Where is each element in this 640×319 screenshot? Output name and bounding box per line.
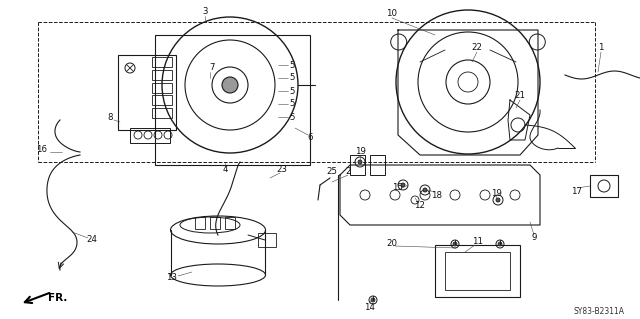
Text: 9: 9 bbox=[531, 234, 537, 242]
Circle shape bbox=[423, 188, 427, 192]
Text: 6: 6 bbox=[307, 133, 313, 143]
Text: 11: 11 bbox=[472, 238, 483, 247]
Text: 3: 3 bbox=[202, 8, 208, 17]
Circle shape bbox=[453, 242, 457, 246]
Text: 2: 2 bbox=[345, 167, 351, 176]
Circle shape bbox=[401, 183, 405, 187]
Text: 4: 4 bbox=[222, 166, 228, 174]
Bar bbox=[155, 35, 310, 165]
Text: 19: 19 bbox=[355, 147, 365, 157]
Text: 17: 17 bbox=[572, 188, 582, 197]
Text: 25: 25 bbox=[326, 167, 337, 176]
Text: 5: 5 bbox=[289, 86, 295, 95]
Bar bbox=[258, 233, 276, 247]
Text: 19: 19 bbox=[491, 189, 501, 197]
Circle shape bbox=[498, 242, 502, 246]
Text: SY83-B2311A: SY83-B2311A bbox=[574, 308, 625, 316]
Bar bbox=[118, 55, 176, 130]
Text: 1: 1 bbox=[598, 43, 604, 53]
Text: 5: 5 bbox=[289, 73, 295, 83]
Bar bbox=[152, 83, 172, 93]
Text: 15: 15 bbox=[392, 183, 403, 192]
Text: 5: 5 bbox=[289, 61, 295, 70]
Text: 14: 14 bbox=[365, 303, 376, 313]
Bar bbox=[152, 95, 172, 105]
Circle shape bbox=[371, 298, 375, 302]
Text: 12: 12 bbox=[415, 201, 426, 210]
Bar bbox=[435, 245, 520, 297]
Text: 10: 10 bbox=[387, 9, 397, 18]
Bar bbox=[590, 175, 618, 197]
Bar bbox=[210, 217, 220, 229]
Bar bbox=[195, 217, 205, 229]
Bar bbox=[370, 155, 385, 175]
Text: 8: 8 bbox=[108, 114, 113, 122]
Text: 13: 13 bbox=[166, 273, 177, 283]
Bar bbox=[152, 57, 172, 67]
Bar bbox=[152, 70, 172, 80]
Circle shape bbox=[496, 198, 500, 202]
Bar bbox=[445, 252, 510, 290]
Text: 24: 24 bbox=[86, 235, 97, 244]
Text: 5: 5 bbox=[289, 113, 295, 122]
Circle shape bbox=[222, 77, 238, 93]
Text: 16: 16 bbox=[36, 145, 47, 154]
Text: 23: 23 bbox=[276, 166, 287, 174]
Text: FR.: FR. bbox=[48, 293, 67, 303]
Bar bbox=[130, 128, 170, 143]
Text: 21: 21 bbox=[515, 92, 525, 100]
Bar bbox=[350, 155, 365, 175]
Text: 22: 22 bbox=[472, 43, 483, 53]
Bar bbox=[225, 217, 235, 229]
Text: 20: 20 bbox=[387, 239, 397, 248]
Text: 18: 18 bbox=[431, 190, 442, 199]
Circle shape bbox=[358, 160, 362, 164]
Bar bbox=[152, 108, 172, 118]
Text: 7: 7 bbox=[209, 63, 215, 72]
Text: 5: 5 bbox=[289, 100, 295, 108]
